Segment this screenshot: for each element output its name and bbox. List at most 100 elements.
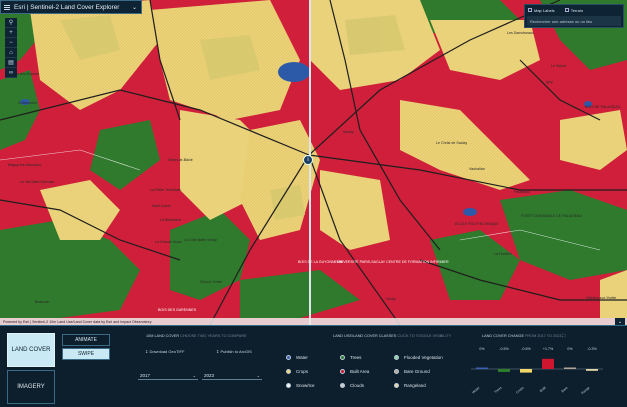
terrain-toggle[interactable]: Terrain: [564, 8, 583, 13]
app-title: Esri | Sentinel-2 Land Cover Explorer: [14, 3, 120, 11]
chart-category-label: Trees: [494, 386, 503, 395]
chart-bar-trees[interactable]: [498, 369, 510, 372]
checkbox-icon[interactable]: [528, 8, 532, 13]
map-place-label: Le Bois des Roches: [7, 72, 39, 76]
chart-value-label: -0.3%: [587, 347, 597, 351]
map-place-label: FORÊT DOMANIALE DE PALAISEAU: [521, 214, 582, 218]
class-toggle-trees[interactable]: Trees: [340, 355, 361, 360]
class-swatch: [394, 355, 399, 360]
map-place-label: Saint-Aubin: [152, 204, 171, 208]
chart-bar-water[interactable]: [476, 367, 488, 370]
bottom-panel: LAND COVER IMAGERY ANIMATE SWIPE 10M LAN…: [0, 325, 627, 407]
land-cover-mode-button[interactable]: LAND COVER: [7, 333, 55, 367]
chevron-down-icon: ⌄: [192, 373, 196, 378]
class-label: Trees: [350, 355, 362, 360]
download-icon: ↧: [145, 349, 149, 354]
map-options-panel: Map Labels Terrain Rechercher une adress…: [524, 4, 624, 28]
map-place-label: Le Saloré: [551, 64, 567, 68]
class-toggle-flooded-vegetation[interactable]: Flooded Vegetation: [394, 355, 443, 360]
chevron-down-icon[interactable]: ⌄: [131, 4, 137, 11]
map-labels-toggle[interactable]: Map Labels: [528, 8, 555, 13]
map-place-label: Beaurain: [35, 300, 50, 304]
app-header: Esri | Sentinel-2 Land Cover Explorer ⌄: [0, 0, 142, 14]
map-place-label: La Grande Noue: [155, 240, 182, 244]
expand-icon[interactable]: ⛶: [562, 334, 566, 338]
map-place-label: BOIS DES GARENNES: [158, 308, 197, 312]
map-place-label: La Hunière: [494, 252, 512, 256]
chart-value-label: -0.5%: [499, 347, 509, 351]
chart-value-label: +1.7%: [543, 347, 554, 351]
class-toggle-water[interactable]: Water: [286, 355, 308, 360]
map-place-label: BOIS DE PALAISEAU: [585, 105, 621, 109]
chart-category-label: Crops: [515, 386, 525, 395]
chevron-down-icon: ⌄: [256, 373, 260, 378]
class-toggle-rangeland[interactable]: Rangeland: [394, 383, 426, 388]
class-toggle-clouds[interactable]: Clouds: [340, 383, 364, 388]
chart-category-label: Water: [471, 385, 481, 394]
class-swatch: [286, 369, 291, 374]
map-place-label: Palaiseau: [514, 190, 530, 194]
zoom-in-icon[interactable]: +: [5, 28, 17, 38]
class-label: Crops: [296, 369, 309, 374]
class-label: Snow/Ice: [296, 383, 315, 388]
chart-category-label: Bare: [561, 386, 569, 394]
year-left-select[interactable]: 2017 ⌄: [138, 373, 198, 380]
class-toggle-bare-ground[interactable]: Bare Ground: [394, 369, 430, 374]
chart-category-label: Built: [539, 386, 547, 393]
map-place-label: Le Val-Saint-Germain: [20, 180, 55, 184]
class-swatch: [394, 369, 399, 374]
class-toggle-snow-ice[interactable]: Snow/Ice: [286, 383, 315, 388]
search-icon[interactable]: ⚲: [5, 18, 17, 28]
map-place-label: Magny-les-Hameaux: [8, 163, 42, 167]
map-place-label: Vauhallan: [469, 167, 485, 171]
link-icon[interactable]: ∞: [5, 68, 17, 78]
map-place-label: Orsay: [386, 297, 396, 301]
upload-icon: ↥: [216, 349, 220, 354]
class-swatch: [340, 383, 345, 388]
class-swatch: [340, 369, 345, 374]
class-label: Built Area: [350, 369, 370, 374]
class-toggle-built-area[interactable]: Built Area: [340, 369, 369, 374]
chart-bar-bare[interactable]: [564, 367, 576, 370]
zoom-out-icon[interactable]: −: [5, 38, 17, 48]
class-swatch: [340, 355, 345, 360]
layers-icon[interactable]: ▤: [5, 58, 17, 68]
collapse-panel-icon[interactable]: ⌄: [615, 318, 625, 325]
home-icon[interactable]: ⌂: [5, 48, 17, 58]
map-place-label: Le Christ de Saclay: [436, 141, 468, 145]
class-toggle-crops[interactable]: Crops: [286, 369, 308, 374]
map-place-label: Villebon-sur-Yvette: [586, 296, 617, 300]
chart-value-label: 0%: [567, 347, 573, 351]
land-cover-layer: [0, 0, 627, 325]
classes-section-title: LAND USE/LAND COVER CLASSES CLICK TO TOG…: [333, 334, 452, 338]
checkbox-icon[interactable]: [564, 8, 569, 13]
class-label: Clouds: [350, 383, 365, 388]
map-place-label: Saclay: [343, 130, 354, 134]
map-place-label: La Petite Tremblaie: [150, 188, 181, 192]
class-label: Water: [296, 355, 308, 360]
publish-arcgis-button[interactable]: ↥ Publish to ArcGIS: [216, 349, 252, 354]
class-swatch: [286, 383, 291, 388]
swipe-button[interactable]: SWIPE: [62, 348, 110, 360]
download-geotiff-button[interactable]: ↧ Download GeoTIFF: [145, 349, 185, 354]
chart-category-label: Range: [580, 386, 590, 396]
map-toolbar: ⚲ + − ⌂ ▤ ∞: [5, 18, 17, 78]
chart-bar-built[interactable]: [542, 358, 554, 369]
attribution: Powered by Esri | Sentinel-2 10m Land Us…: [0, 318, 627, 325]
map-place-label: Châteaufort: [18, 101, 37, 105]
map-place-label: La Martinière: [160, 218, 181, 222]
chart-bar-range[interactable]: [586, 369, 598, 371]
search-input[interactable]: Rechercher une adresse ou un lieu: [527, 16, 621, 26]
imagery-mode-button[interactable]: IMAGERY: [7, 370, 55, 404]
animate-button[interactable]: ANIMATE: [62, 334, 110, 346]
class-label: Bare Ground: [404, 369, 430, 374]
change-section-title: LAND COVER CHANGE FROM 2017 TO 2023 ⛶: [482, 334, 566, 338]
swipe-handle-icon[interactable]: i: [303, 155, 313, 165]
year-right-select[interactable]: 2023 ⌄: [202, 373, 262, 380]
chart-bar-crops[interactable]: [520, 369, 532, 373]
map-place-label: BOIS DE LA GUYONNERIE: [298, 260, 343, 264]
menu-icon[interactable]: [1, 1, 12, 13]
map-place-label: Igny: [546, 80, 553, 84]
map-place-label: Gif-sur-Yvette: [200, 280, 222, 284]
land-cover-map[interactable]: Le Bois des Roches Châteaufort Magny-les-H…: [0, 0, 627, 325]
